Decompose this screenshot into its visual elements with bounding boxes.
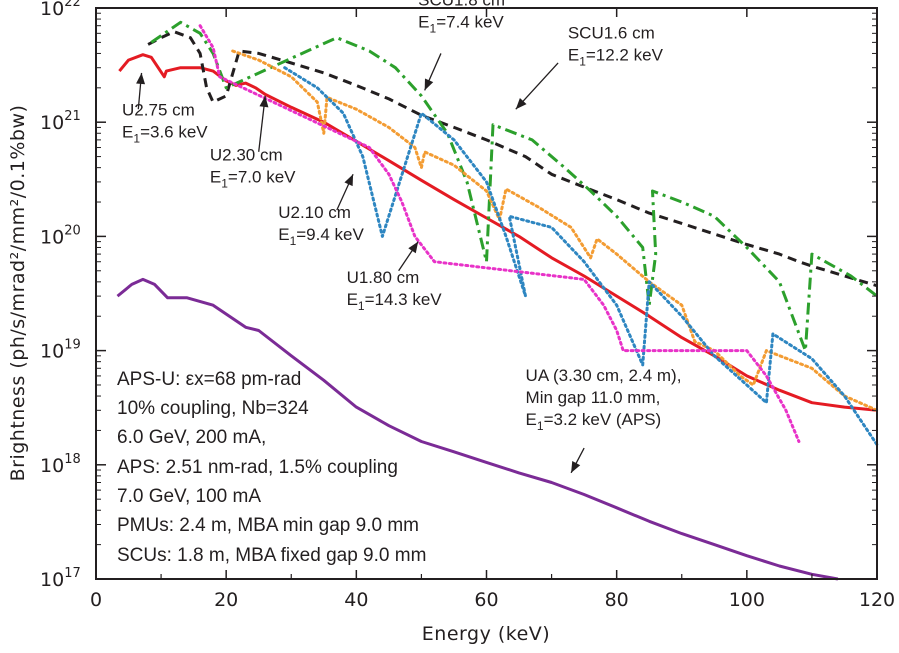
x-tick-label: 120 [859, 589, 895, 611]
info-line-1: APS-U: εx=68 pm-rad [117, 369, 301, 390]
y-tick-label: 1022 [40, 0, 81, 20]
annotation-u275-line-1: U2.75 cm [122, 100, 195, 119]
annotation-scu18-line-1: SCU1.8 cm [418, 0, 505, 10]
info-line-7: SCUs: 1.8 m, MBA fixed gap 9.0 mm [117, 545, 426, 566]
annotation-scu16-arrow-head [515, 98, 527, 110]
x-tick-label: 20 [214, 589, 238, 611]
annotation-u275-arrow-head [136, 72, 146, 85]
ticks-layer: 0 20 40 60 80 100 120 1017 1018 1019 1020 1021 1022 [40, 0, 895, 611]
series-line-u2-30-cm [231, 49, 879, 412]
series-line-scu1-6-cm [150, 20, 878, 353]
x-tick-label: 60 [474, 589, 498, 611]
annotation-u180-line-1: U1.80 cm [347, 268, 420, 287]
annotation-ua-line-2: Min gap 11.0 mm, [526, 388, 661, 407]
annotation-u180-arrow-head [408, 241, 419, 254]
annotation-scu16: SCU1.6 cm E1=12.2 keV [515, 24, 664, 110]
annotation-ua-arrow-head [571, 461, 581, 473]
annotation-u210-arrow-head [344, 174, 354, 187]
series-layer [116, 20, 879, 581]
annotation-u275: U2.75 cm E1=3.6 keV [122, 72, 208, 145]
series-line-u2-10-cm [283, 66, 879, 447]
y-tick-label: 1018 [40, 452, 81, 477]
x-tick-label: 40 [344, 589, 368, 611]
annotation-scu16-line-2: E1=12.2 keV [568, 46, 664, 69]
annotation-u210: U2.10 cm E1=9.4 keV [278, 173, 365, 248]
info-line-6: PMUs: 2.4 m, MBA min gap 9.0 mm [117, 515, 419, 536]
info-line-5: 7.0 GeV, 100 mA [117, 486, 261, 507]
annotation-u210-line-1: U2.10 cm [278, 203, 351, 222]
annotation-scu16-line-1: SCU1.6 cm [568, 24, 655, 43]
annotation-ua: UA (3.30 cm, 2.4 m), Min gap 11.0 mm, E1=3… [526, 366, 682, 474]
x-axis-title: Energy (keV) [422, 623, 550, 645]
annotation-u230: U2.30 cm E1=7.0 keV [210, 95, 296, 191]
x-tick-label: 100 [729, 589, 765, 611]
annotation-ua-line-3: E1=3.2 keV (APS) [526, 410, 662, 433]
annotation-u230-arrow-head [259, 95, 269, 108]
series-line-ua-3-30-cm-2-4-m [116, 277, 839, 581]
info-text-block: APS-U: εx=68 pm-rad 10% coupling, Nb=324… [117, 369, 426, 566]
series-line-u1-80-cm [198, 24, 801, 443]
annotation-scu18-line-2: E1=7.4 keV [418, 13, 504, 36]
annotation-ua-line-1: UA (3.30 cm, 2.4 m), [526, 366, 682, 385]
info-line-2: 10% coupling, Nb=324 [117, 398, 309, 419]
annotation-u180: U1.80 cm E1=14.3 keV [347, 241, 443, 313]
annotation-u180-line-2: E1=14.3 keV [347, 290, 443, 313]
x-tick-label: 80 [605, 589, 629, 611]
annotation-u230-line-1: U2.30 cm [210, 146, 283, 165]
annotation-u230-line-2: E1=7.0 keV [210, 168, 296, 191]
annotation-scu18-arrow-head [424, 78, 434, 91]
annotation-u275-line-2: E1=3.6 keV [122, 122, 208, 145]
y-tick-label: 1017 [40, 566, 81, 591]
x-tick-label: 0 [90, 589, 102, 611]
annotation-scu18: SCU1.8 cm E1=7.4 keV [418, 0, 505, 91]
series-line-scu1-8-cm [147, 30, 878, 288]
y-tick-label: 1021 [40, 109, 81, 134]
info-line-4: APS: 2.51 nm-rad, 1.5% coupling [117, 457, 398, 478]
y-tick-label: 1019 [40, 338, 81, 363]
info-line-3: 6.0 GeV, 200 mA, [117, 427, 266, 448]
annotation-u210-line-2: E1=9.4 keV [278, 225, 364, 248]
y-tick-label: 1020 [40, 223, 81, 248]
y-axis-title: Brightness (ph/s/mrad²/mm²/0.1%bw) [7, 105, 29, 482]
